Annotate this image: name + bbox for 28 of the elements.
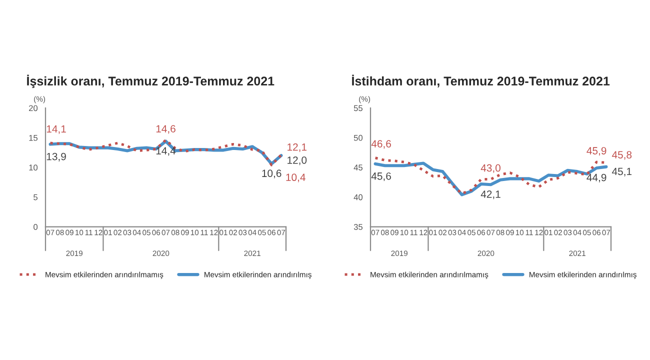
data-label: 12,1	[288, 143, 307, 152]
y-tick-label: 50	[354, 134, 363, 141]
y-tick-label: 10	[29, 164, 38, 170]
y-tick-label: 5	[34, 194, 38, 200]
data-label: 14,1	[46, 125, 66, 134]
data-label: 43,0	[480, 164, 500, 173]
y-tick-label: 15	[29, 134, 38, 141]
data-label: 10,4	[286, 174, 306, 182]
data-label: 14,4	[156, 147, 176, 156]
y-tick-label: 35	[354, 224, 363, 230]
data-label: 45,6	[371, 172, 391, 182]
y-tick-label: 0	[34, 224, 38, 230]
y-tick-label: 55	[354, 105, 363, 112]
y-tick-label: 20	[29, 105, 38, 112]
data-label: 12,0	[288, 156, 307, 166]
y-tick-label: 40	[354, 194, 363, 200]
data-label: 44,9	[586, 174, 606, 182]
data-label: 45,9	[586, 147, 606, 156]
data-label: 14,6	[156, 125, 176, 134]
chart-title: İşsizlik oranı, Temmuz 2019-Temmuz 2021	[27, 74, 274, 88]
chart-title: İstihdam oranı, Temmuz 2019-Temmuz 2021	[352, 74, 610, 88]
data-label: 45,8	[612, 151, 632, 160]
y-tick-label: 45	[354, 164, 363, 170]
data-label: 10,6	[262, 170, 282, 178]
data-label: 46,6	[371, 140, 391, 149]
data-label: 42,1	[480, 190, 500, 200]
data-label: 45,1	[612, 168, 632, 176]
data-label: 13,9	[46, 152, 66, 162]
